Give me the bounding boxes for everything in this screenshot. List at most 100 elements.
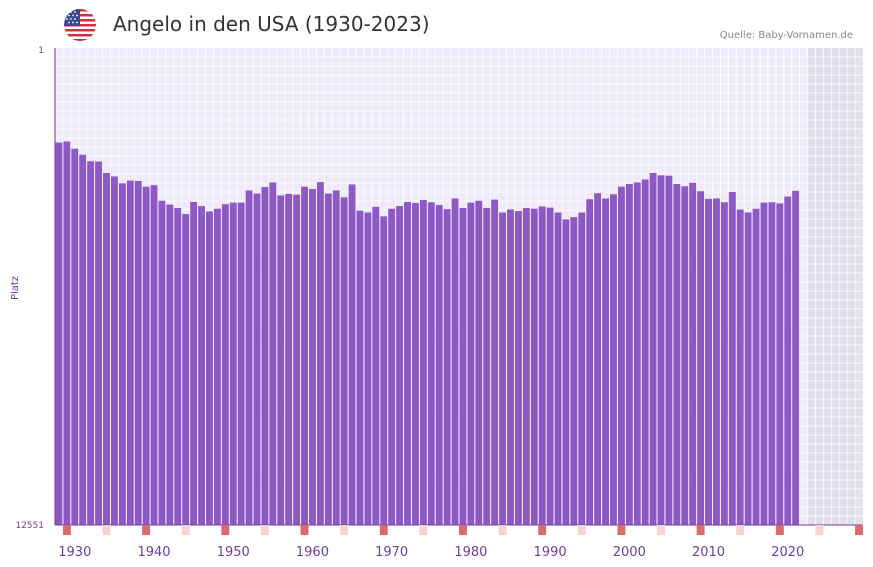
bar-1953	[253, 193, 261, 525]
bar-1979	[459, 207, 467, 526]
bar-1986	[514, 211, 522, 525]
bar-1932	[87, 161, 95, 525]
x-tick-1990: 1990	[534, 545, 567, 560]
decade-marker-1989	[538, 525, 547, 535]
bar-1962	[324, 193, 332, 525]
bar-1963	[332, 190, 340, 525]
bar-2016	[752, 208, 760, 525]
y-axis-label: Platz	[10, 276, 21, 300]
bar-2000	[625, 184, 633, 525]
bar-1946	[198, 206, 206, 525]
bar-1952	[245, 190, 253, 525]
bar-1948	[213, 208, 221, 525]
bar-1983	[491, 199, 499, 526]
bar-1933	[95, 161, 103, 525]
bar-2021	[792, 190, 800, 525]
future-shade	[807, 48, 863, 525]
year-marker-strip	[62, 525, 863, 535]
half-decade-marker-2024	[815, 525, 824, 535]
bar-2001	[633, 182, 641, 525]
bar-1965	[348, 184, 356, 526]
bar-1934	[103, 173, 110, 525]
bar-2013	[728, 192, 736, 525]
bar-1964	[340, 197, 348, 525]
bar-1940	[150, 185, 158, 525]
bar-1966	[356, 210, 364, 525]
plot-grid	[55, 48, 863, 525]
bar-1950	[229, 202, 237, 525]
bar-1936	[118, 183, 126, 525]
bar-1978	[451, 198, 459, 525]
decade-marker-2019	[775, 525, 784, 535]
chart-header: Angelo in den USA (1930-2023) Quelle: Ba…	[0, 0, 873, 50]
bar-2018	[768, 202, 776, 525]
bar-1947	[206, 211, 213, 526]
half-decade-marker-1944	[181, 525, 190, 535]
half-decade-marker-1994	[577, 525, 586, 535]
axis-labels: Platz 1 12551	[10, 46, 44, 531]
decade-marker-2029	[855, 525, 863, 535]
y-tick-top: 1	[38, 46, 44, 56]
bar-1961	[316, 182, 324, 525]
bar-2020	[784, 196, 792, 525]
us-flag-icon	[64, 9, 96, 41]
bar-1938	[134, 180, 142, 526]
bar-2010	[705, 198, 712, 525]
bar-1997	[602, 198, 610, 525]
bar-2004	[657, 175, 665, 525]
half-decade-marker-2014	[736, 525, 745, 535]
x-tick-1940: 1940	[137, 545, 170, 560]
bar-1937	[126, 180, 134, 525]
bar-1972	[404, 201, 411, 525]
half-decade-marker-1954	[260, 525, 269, 535]
x-tick-1960: 1960	[296, 545, 329, 560]
bar-series	[55, 141, 800, 526]
bar-1958	[293, 194, 301, 526]
bar-1998	[610, 194, 617, 525]
bar-1987	[522, 207, 530, 526]
x-tick-1970: 1970	[375, 545, 408, 560]
bar-1981	[475, 200, 483, 525]
bar-1993	[570, 217, 578, 525]
y-tick-bottom: 12551	[15, 521, 44, 531]
bar-1970	[388, 208, 396, 525]
bar-1944	[182, 214, 190, 525]
chart-title: Angelo in den USA (1930-2023)	[113, 12, 430, 36]
bar-2009	[697, 191, 705, 526]
decade-marker-1979	[459, 525, 467, 535]
bar-2002	[641, 179, 649, 526]
bar-1949	[221, 204, 229, 525]
bar-1996	[594, 193, 602, 525]
bar-2019	[776, 203, 784, 525]
half-decade-marker-1974	[419, 525, 428, 535]
bar-1960	[308, 188, 316, 525]
bar-2017	[760, 202, 768, 525]
bar-1992	[562, 219, 570, 525]
bar-2007	[681, 186, 689, 526]
bar-1959	[301, 186, 308, 525]
bar-1954	[261, 187, 269, 525]
bar-2012	[720, 202, 728, 525]
source-credit: Quelle: Baby-Vornamen.de	[719, 30, 853, 41]
bar-1975	[427, 202, 435, 525]
bar-1990	[546, 207, 554, 525]
bar-1999	[617, 186, 625, 525]
x-tick-1950: 1950	[217, 545, 250, 560]
bar-1974	[419, 199, 427, 525]
bar-2015	[744, 212, 752, 525]
bar-1969	[380, 216, 388, 526]
bar-1929	[63, 141, 71, 525]
bar-1957	[285, 193, 293, 525]
x-tick-2000: 2000	[613, 545, 646, 560]
x-tick-2020: 2020	[771, 545, 804, 560]
bar-2008	[689, 182, 697, 526]
decade-marker-2009	[696, 525, 705, 535]
bar-1971	[396, 206, 404, 525]
bar-1931	[79, 154, 87, 525]
x-tick-1930: 1930	[58, 545, 91, 560]
half-decade-marker-1984	[498, 525, 507, 535]
bar-1928	[55, 142, 63, 525]
decade-marker-1969	[379, 525, 388, 535]
bar-1989	[538, 206, 546, 526]
